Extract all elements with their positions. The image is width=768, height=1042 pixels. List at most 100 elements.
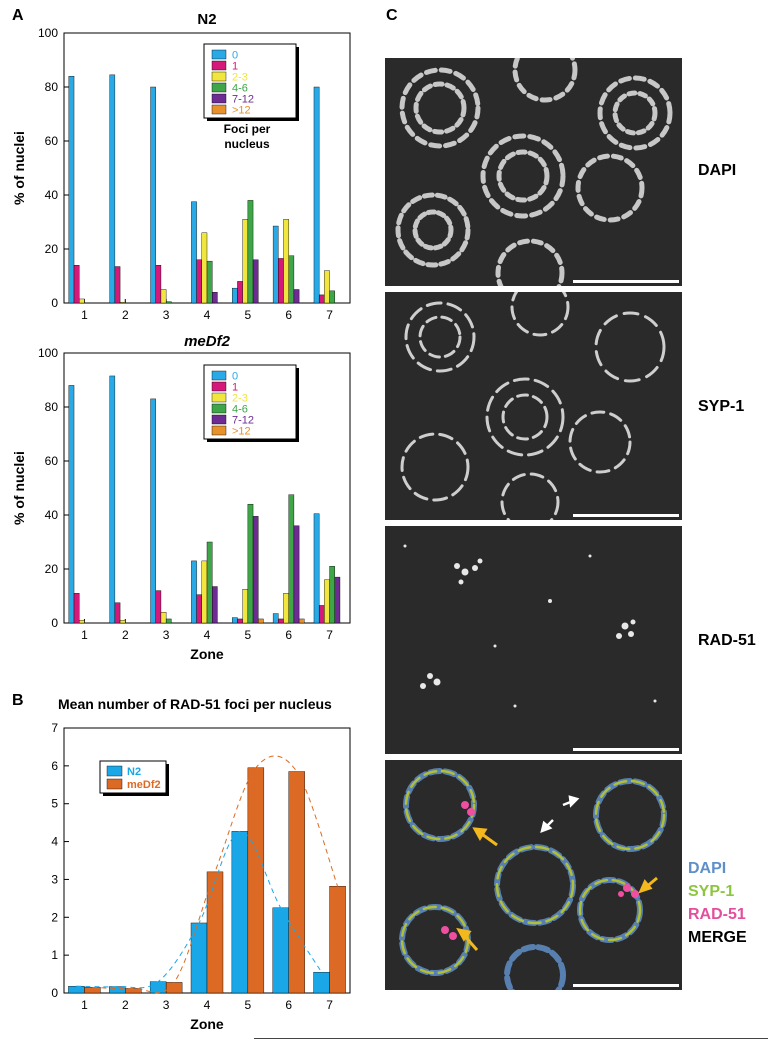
- bar: [73, 593, 80, 624]
- y-tick-label: 7: [51, 721, 58, 735]
- bar: [278, 618, 284, 624]
- scale-bar: [573, 984, 679, 987]
- bar: [313, 971, 330, 994]
- bar: [272, 613, 279, 624]
- bar: [190, 922, 208, 994]
- y-tick-label: 6: [51, 759, 58, 773]
- x-tick-label: 1: [81, 998, 88, 1012]
- legend-entry: >12: [232, 426, 251, 438]
- bar: [211, 292, 218, 304]
- merge-legend: DAPI SYP-1 RAD-51 MERGE: [688, 857, 747, 949]
- bar: [79, 620, 85, 624]
- bar: [211, 586, 218, 624]
- trend-line: [76, 830, 322, 989]
- bar: [231, 831, 249, 994]
- y-tick-label: 60: [45, 134, 59, 148]
- bar: [324, 270, 330, 304]
- x-tick-label: 4: [204, 628, 211, 642]
- bar: [68, 385, 75, 624]
- micrograph-label-syp1: SYP-1: [698, 398, 745, 415]
- x-tick-label: 1: [81, 628, 88, 642]
- y-tick-label: 3: [51, 872, 58, 886]
- panel-label-a: A: [12, 7, 24, 24]
- legend-swatch: [211, 60, 227, 71]
- bar: [201, 232, 208, 304]
- bar: [165, 301, 172, 304]
- y-tick-label: 1: [51, 948, 58, 962]
- bar: [150, 86, 156, 304]
- bar: [252, 259, 259, 304]
- legend-entry: meDf2: [127, 779, 161, 791]
- bar: [334, 576, 341, 624]
- x-tick-label: 2: [122, 628, 129, 642]
- x-tick-label: 3: [163, 998, 170, 1012]
- x-tick-label: 4: [204, 308, 211, 322]
- bar: [196, 259, 203, 304]
- bar: [196, 594, 203, 624]
- legend-swatch: [106, 778, 123, 790]
- bar: [165, 982, 183, 994]
- chart-title: meDf2: [184, 333, 231, 350]
- bar: [84, 987, 101, 994]
- legend-entry: 1: [232, 382, 238, 394]
- panel-label-c: C: [386, 7, 398, 24]
- merge-legend-rad51: RAD-51: [688, 906, 746, 923]
- bar: [298, 618, 305, 624]
- bar: [206, 871, 224, 994]
- x-tick-label: 6: [285, 628, 292, 642]
- legend-swatch: [211, 104, 227, 115]
- scale-bar: [573, 514, 679, 517]
- bar: [114, 602, 121, 624]
- bar: [206, 260, 213, 304]
- bar: [242, 589, 249, 624]
- chart-title: N2: [197, 11, 216, 28]
- legend-swatch: [211, 49, 227, 60]
- y-tick-label: 0: [51, 986, 58, 1000]
- x-tick-label: 5: [245, 998, 252, 1012]
- legend-swatch: [211, 392, 227, 403]
- legend-entry: 7-12: [232, 94, 254, 106]
- syp1-nuclei-image: [400, 292, 666, 520]
- bar: [324, 579, 330, 624]
- rad51-foci-image: [403, 544, 657, 708]
- x-tick-label: 7: [326, 628, 333, 642]
- x-tick-label: 5: [245, 308, 252, 322]
- y-tick-label: 5: [51, 797, 58, 811]
- y-tick-label: 100: [38, 26, 58, 40]
- legend-entry: 4-6: [232, 404, 248, 416]
- bar: [313, 86, 320, 304]
- bar: [155, 590, 162, 624]
- bar: [109, 74, 116, 304]
- bar: [318, 605, 325, 624]
- bar: [313, 513, 320, 624]
- bar: [119, 301, 126, 304]
- footer-rule: [254, 1038, 768, 1039]
- y-tick-label: 20: [45, 242, 59, 256]
- micrograph-syp1: [385, 292, 682, 520]
- y-tick-label: 100: [38, 346, 58, 360]
- bar: [232, 287, 238, 304]
- bar: [160, 289, 167, 304]
- x-tick-label: 7: [326, 998, 333, 1012]
- x-tick-label: 2: [122, 998, 129, 1012]
- legend-swatch: [211, 93, 227, 104]
- bar: [73, 265, 80, 304]
- merge-legend-syp1: SYP-1: [688, 883, 735, 900]
- micrograph-label-dapi: DAPI: [698, 162, 737, 179]
- x-tick-label: 7: [326, 308, 333, 322]
- y-axis-label: % of nuclei: [11, 451, 27, 525]
- x-tick-label: 3: [163, 628, 170, 642]
- bar: [232, 617, 238, 624]
- scale-bar: [573, 748, 679, 751]
- y-tick-label: 0: [51, 296, 58, 310]
- bar: [288, 494, 295, 624]
- bar: [68, 985, 85, 994]
- legend-entry: 0: [232, 371, 238, 383]
- legend-entry: 7-12: [232, 415, 254, 427]
- chart-title: Mean number of RAD-51 foci per nucleus: [58, 696, 332, 712]
- y-tick-label: 80: [45, 400, 59, 414]
- bar: [318, 294, 325, 304]
- legend-swatch: [211, 370, 227, 381]
- bar: [237, 618, 243, 624]
